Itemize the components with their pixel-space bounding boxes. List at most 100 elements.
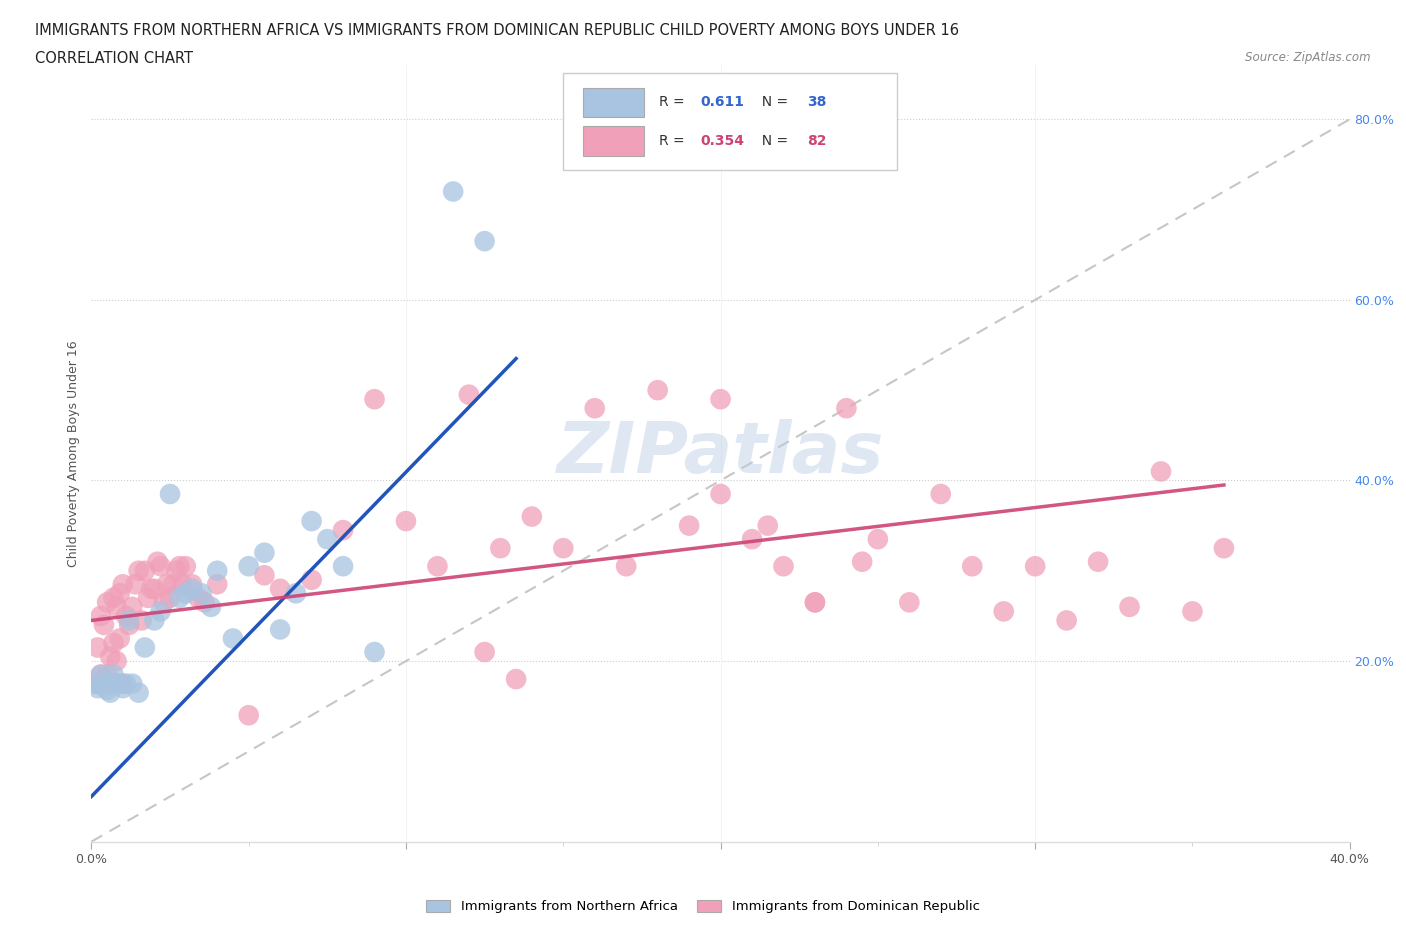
Point (457, 387, 479, 402)
Point (269, 622, 291, 637)
Text: IMMIGRANTS FROM NORTHERN AFRICA VS IMMIGRANTS FROM DOMINICAN REPUBLIC CHILD POVE: IMMIGRANTS FROM NORTHERN AFRICA VS IMMIG… (35, 23, 959, 38)
Point (149, 559, 172, 574)
Point (709, 486, 731, 501)
Point (115, 676, 138, 691)
Point (83, 676, 105, 691)
Point (181, 577, 204, 591)
Point (169, 591, 191, 605)
Point (111, 577, 134, 591)
Point (332, 559, 354, 574)
Point (363, 392, 385, 406)
Point (111, 681, 134, 696)
Point (253, 545, 276, 560)
Y-axis label: Child Poverty Among Boys Under 16: Child Poverty Among Boys Under 16 (67, 340, 80, 566)
Point (489, 540, 512, 555)
Point (121, 676, 143, 691)
Point (553, 540, 575, 555)
Point (165, 564, 187, 578)
Point (108, 676, 131, 691)
Point (105, 654, 128, 669)
Point (804, 595, 827, 610)
Point (1212, 540, 1236, 555)
Point (143, 613, 166, 628)
Point (96, 683, 118, 698)
Point (898, 595, 921, 610)
Point (993, 604, 1015, 618)
Point (474, 644, 496, 659)
Point (962, 559, 984, 574)
Point (111, 676, 134, 691)
Point (505, 671, 527, 686)
Point (136, 591, 159, 605)
Point (756, 518, 779, 533)
Point (205, 564, 228, 578)
Point (93, 618, 115, 632)
Point (162, 577, 184, 591)
Point (90, 676, 112, 691)
Point (169, 559, 191, 574)
Point (96, 667, 118, 682)
Point (1181, 604, 1204, 618)
Point (301, 572, 323, 587)
Point (118, 613, 141, 628)
Point (131, 613, 153, 628)
Point (128, 685, 150, 700)
Point (332, 523, 354, 538)
Point (90, 608, 112, 623)
Point (253, 568, 276, 583)
Point (141, 581, 163, 596)
Text: 0.354: 0.354 (700, 134, 744, 148)
Point (174, 559, 197, 574)
Text: CORRELATION CHART: CORRELATION CHART (35, 51, 193, 66)
Point (238, 708, 260, 723)
Point (474, 233, 496, 248)
Point (520, 509, 543, 524)
Point (1056, 613, 1078, 628)
Point (269, 581, 291, 596)
Text: ZIPatlas: ZIPatlas (557, 418, 884, 488)
Point (426, 559, 449, 574)
Point (205, 577, 228, 591)
Point (222, 631, 245, 646)
Point (83, 676, 105, 691)
Point (90, 667, 112, 682)
Text: 0.611: 0.611 (700, 96, 744, 110)
Point (105, 676, 128, 691)
Point (115, 608, 138, 623)
Point (146, 554, 169, 569)
Point (301, 513, 323, 528)
Point (614, 559, 637, 574)
Point (929, 486, 952, 501)
Point (284, 586, 307, 601)
Point (152, 595, 174, 610)
Point (1024, 559, 1046, 574)
Point (103, 676, 125, 691)
Point (1087, 554, 1109, 569)
Point (124, 577, 146, 591)
Text: N =: N = (754, 134, 793, 148)
Point (93, 679, 115, 694)
Point (1118, 600, 1140, 615)
Point (149, 604, 172, 618)
Text: R =: R = (659, 96, 689, 110)
Point (98, 676, 121, 691)
Point (187, 591, 209, 605)
Point (200, 600, 222, 615)
Point (103, 591, 125, 605)
Point (316, 532, 339, 547)
Point (772, 559, 794, 574)
Text: 38: 38 (807, 96, 827, 110)
Point (1150, 464, 1173, 479)
Bar (583, 126, 644, 156)
Point (86, 676, 108, 691)
Point (851, 554, 873, 569)
Point (96, 676, 118, 691)
Point (134, 640, 156, 655)
Point (134, 564, 156, 578)
Point (647, 383, 669, 398)
Point (143, 581, 166, 596)
Point (238, 559, 260, 574)
Bar (564, 73, 897, 170)
Point (194, 595, 217, 610)
Point (128, 564, 150, 578)
